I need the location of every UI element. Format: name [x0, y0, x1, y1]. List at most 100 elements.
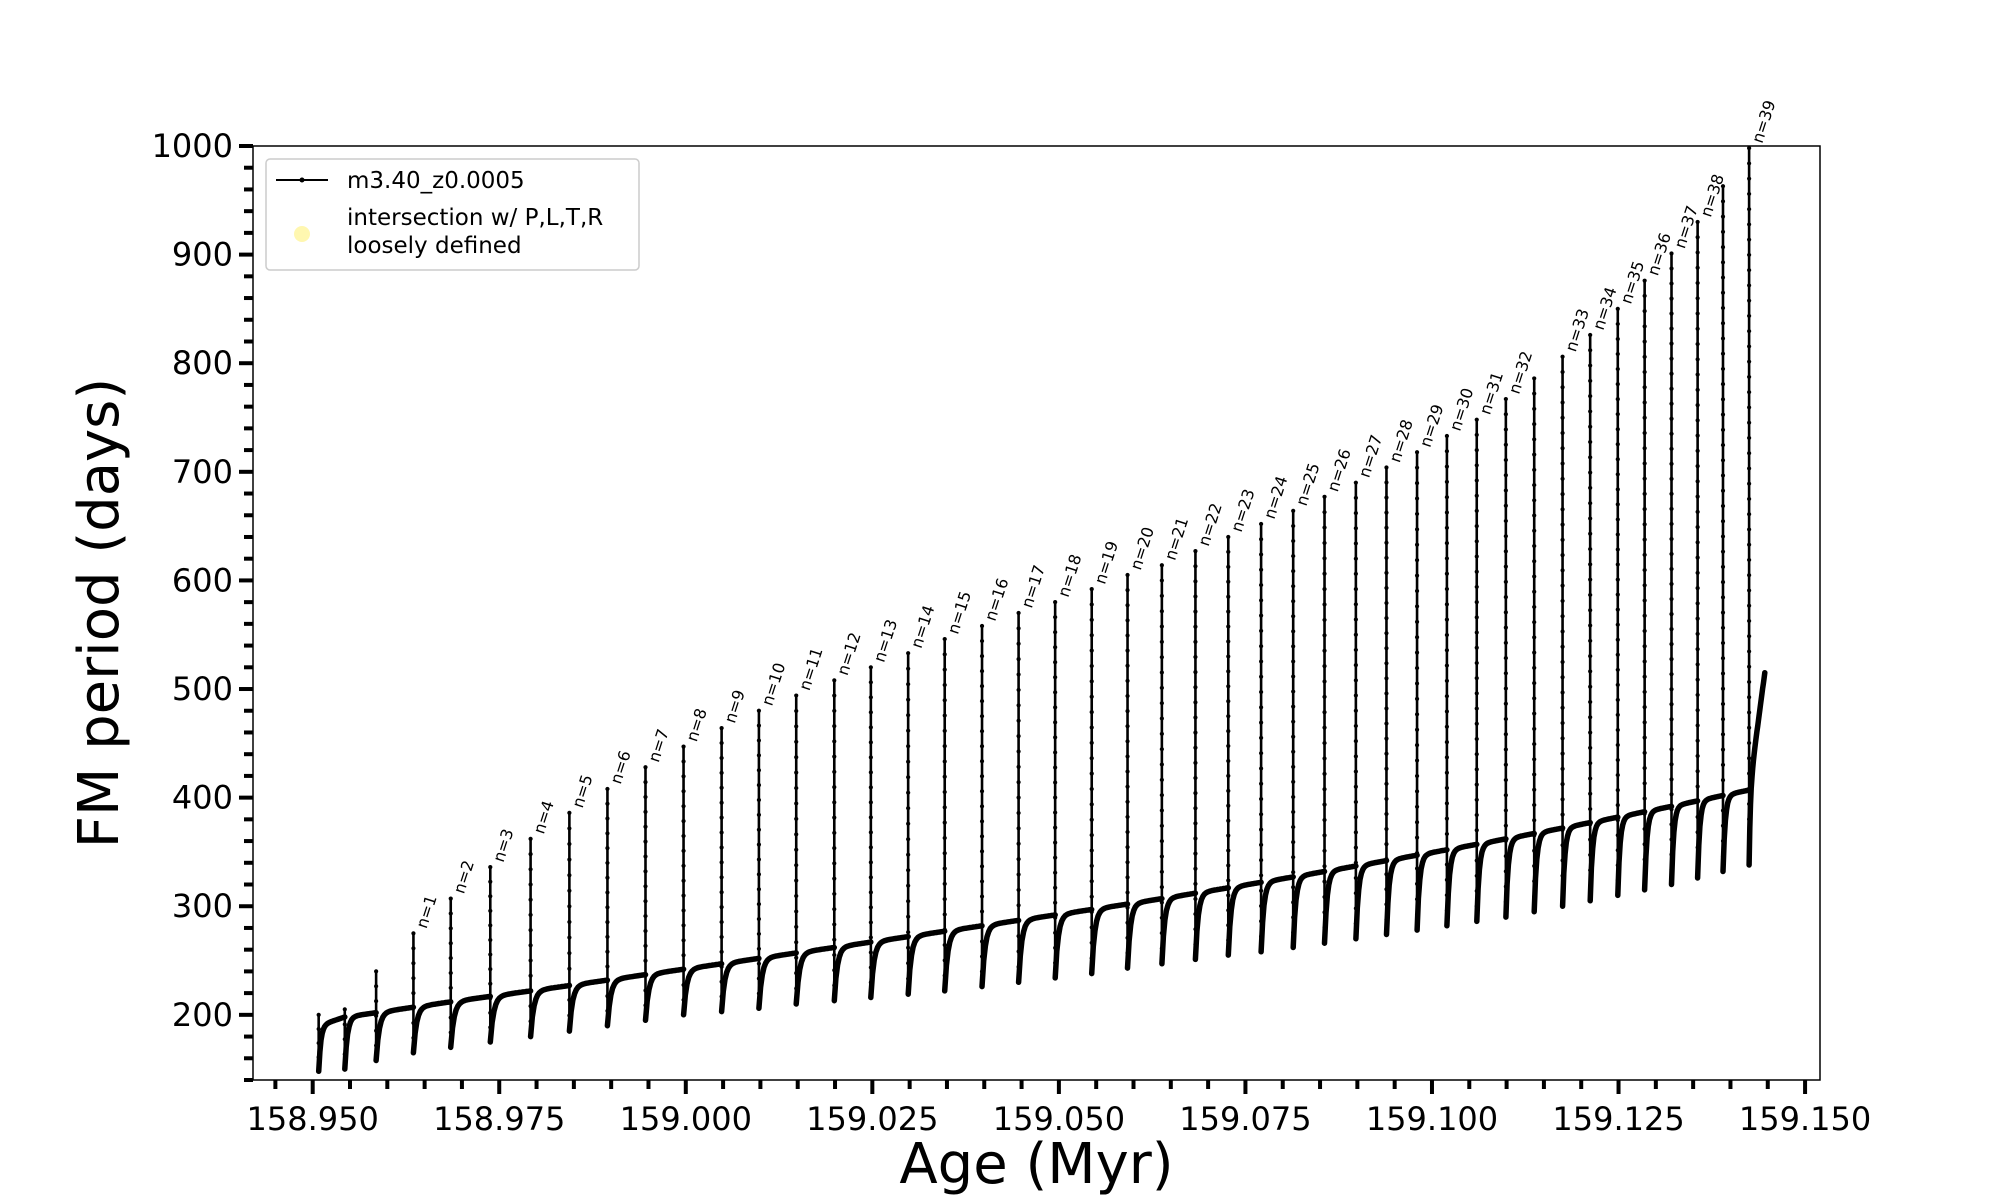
series-point — [906, 728, 911, 733]
series-point — [832, 800, 837, 805]
series-point — [1159, 716, 1164, 721]
series-point — [1747, 191, 1752, 197]
series-point — [1474, 584, 1479, 590]
series-point — [1159, 670, 1164, 675]
series-point — [832, 952, 837, 958]
series-point — [1532, 833, 1537, 838]
series-point — [1125, 648, 1130, 653]
series-point — [643, 869, 648, 874]
series-point — [1322, 802, 1327, 807]
series-point — [1503, 762, 1508, 767]
series-point — [1291, 523, 1296, 529]
series-point — [906, 744, 911, 749]
series-point — [1226, 714, 1231, 719]
series-point — [1532, 650, 1537, 655]
series-point — [1016, 703, 1021, 708]
series-point — [794, 785, 799, 791]
legend-circle-marker — [294, 226, 310, 242]
y-tick-label: 600 — [172, 561, 233, 599]
series-point — [1532, 482, 1537, 488]
series-point — [1669, 732, 1674, 737]
series-point — [906, 651, 911, 656]
series-point — [979, 849, 985, 854]
series-point — [1414, 835, 1420, 840]
series-point — [567, 888, 572, 893]
series-point — [1615, 427, 1620, 432]
series-point — [1125, 890, 1130, 895]
series-point — [528, 867, 533, 872]
series-point — [1642, 415, 1647, 420]
series-point — [1384, 676, 1389, 681]
series-point — [1669, 762, 1674, 767]
series-point — [1322, 510, 1327, 515]
series-point — [1560, 461, 1565, 466]
series-point — [1053, 810, 1058, 815]
series-point — [567, 841, 572, 847]
series-point — [1353, 860, 1358, 865]
series-point — [868, 830, 873, 835]
series-point — [1159, 624, 1164, 629]
plot-frame — [252, 145, 1821, 1081]
series-point — [979, 653, 985, 659]
series-point — [1125, 829, 1130, 835]
series-point — [1747, 603, 1752, 608]
series-curve — [868, 933, 911, 1001]
series-point — [1259, 796, 1264, 802]
series-point — [1089, 679, 1094, 684]
y-tick-label: 800 — [172, 344, 233, 382]
series-point — [1125, 678, 1130, 683]
legend-label-intersection: intersection w/ P,L,T,R — [347, 205, 603, 231]
series-point — [1560, 782, 1565, 787]
series-point — [1193, 745, 1198, 750]
series-point — [1615, 457, 1620, 462]
series-point — [719, 830, 724, 835]
series-point — [567, 873, 572, 878]
series-point — [1615, 667, 1620, 672]
series-point — [1384, 721, 1389, 726]
series-point — [1615, 772, 1620, 778]
series-point — [1615, 577, 1620, 582]
series-point — [756, 931, 762, 937]
series-point — [1322, 556, 1327, 561]
series-point — [1159, 639, 1164, 644]
series-point — [942, 912, 947, 917]
series-point — [1444, 678, 1450, 683]
series-point — [1353, 723, 1358, 729]
series-point — [1353, 526, 1358, 531]
series-point — [643, 884, 648, 889]
series-point — [1053, 840, 1058, 845]
series-point — [1444, 556, 1450, 561]
series-point — [1444, 770, 1450, 775]
series-point — [906, 759, 911, 764]
series-point — [1322, 587, 1327, 592]
series-point — [1503, 595, 1508, 600]
series-point — [1193, 685, 1198, 690]
x-tick-label: 159.000 — [620, 1100, 752, 1138]
series-point — [1053, 720, 1058, 725]
series-point — [906, 868, 911, 873]
series-point — [1560, 766, 1565, 771]
series-point — [1588, 608, 1593, 613]
series-point — [1588, 669, 1593, 674]
series-point — [605, 949, 610, 954]
series-point — [1322, 787, 1327, 792]
series-point — [1322, 571, 1327, 576]
series-point — [1669, 371, 1674, 376]
series-point — [832, 937, 837, 942]
series-point — [1588, 776, 1593, 781]
series-point — [1588, 485, 1593, 490]
series-point — [1474, 478, 1479, 483]
series-point — [1259, 705, 1264, 710]
series-point — [1159, 747, 1164, 752]
series-point — [1125, 588, 1130, 593]
series-point — [719, 726, 724, 731]
series-point — [1560, 797, 1565, 802]
series-point — [1474, 797, 1479, 802]
series-point — [1159, 793, 1164, 798]
series-curve — [1444, 841, 1480, 929]
series-point — [1444, 495, 1450, 500]
series-point — [488, 894, 493, 899]
series-point — [1291, 734, 1296, 739]
series-point — [1226, 549, 1231, 555]
series-point — [1414, 727, 1420, 732]
